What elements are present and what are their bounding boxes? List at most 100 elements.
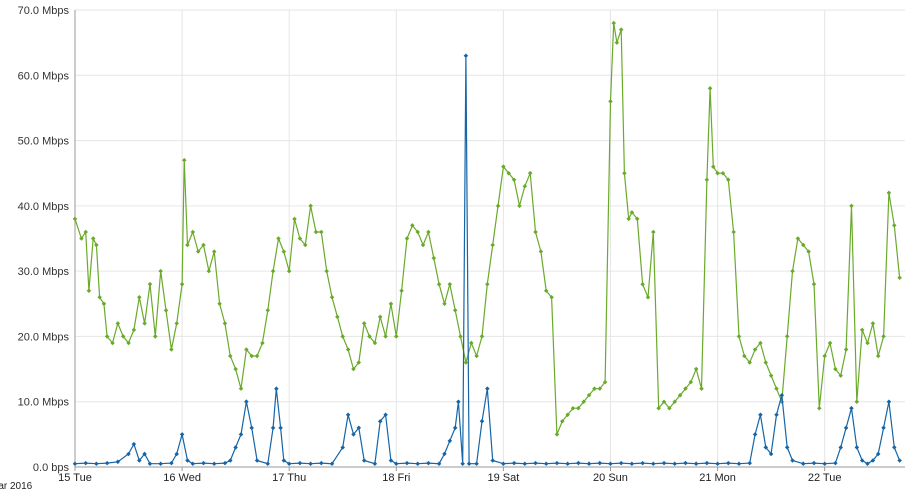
data-point xyxy=(436,281,442,287)
data-point xyxy=(147,461,153,466)
data-point xyxy=(181,157,187,163)
data-point xyxy=(447,438,453,444)
data-point xyxy=(244,347,249,352)
data-point xyxy=(881,334,886,339)
data-point xyxy=(533,229,538,235)
data-point xyxy=(415,461,420,466)
data-point xyxy=(469,340,474,346)
data-point xyxy=(597,386,603,391)
data-point xyxy=(126,451,131,457)
data-point xyxy=(656,405,661,411)
data-point xyxy=(622,170,627,176)
data-point xyxy=(377,314,383,320)
x-tick-label: 16 Wed xyxy=(163,472,201,484)
data-point xyxy=(211,461,217,467)
data-point xyxy=(329,461,335,467)
data-point xyxy=(870,458,876,463)
data-point xyxy=(495,203,501,209)
data-point xyxy=(763,445,769,450)
data-point xyxy=(849,203,854,209)
data-point xyxy=(522,461,528,466)
data-point xyxy=(618,460,624,466)
data-point xyxy=(190,461,196,466)
data-point xyxy=(431,255,437,261)
data-point xyxy=(892,445,897,450)
data-point xyxy=(206,268,212,274)
data-point xyxy=(870,321,876,326)
data-point xyxy=(270,425,276,431)
data-point xyxy=(865,340,870,346)
data-point xyxy=(474,353,479,359)
y-tick-label: 20.0 Mbps xyxy=(18,331,70,343)
data-point xyxy=(460,461,465,466)
data-point xyxy=(886,190,892,196)
series-1 xyxy=(72,53,902,467)
data-point xyxy=(94,242,99,248)
x-tick-label: 19 Sat xyxy=(487,472,519,484)
data-point xyxy=(565,461,570,467)
y-tick-label: 30.0 Mbps xyxy=(18,266,70,278)
x-tick-label: 15 Tue xyxy=(58,472,92,484)
data-point xyxy=(211,249,217,254)
data-point xyxy=(329,295,335,300)
data-point xyxy=(110,340,115,346)
data-point xyxy=(238,386,244,391)
data-point xyxy=(875,451,881,457)
data-point xyxy=(683,386,688,391)
data-point xyxy=(351,432,356,437)
y-tick-label: 10.0 Mbps xyxy=(18,397,70,409)
x-tick-label: 17 Thu xyxy=(272,472,306,484)
data-point xyxy=(345,412,351,418)
data-point xyxy=(693,461,699,466)
data-point xyxy=(367,334,372,339)
data-point xyxy=(452,425,458,431)
data-point xyxy=(228,353,233,359)
data-point xyxy=(278,425,283,431)
data-point xyxy=(554,432,560,437)
data-point xyxy=(265,461,271,466)
data-point xyxy=(361,321,367,326)
series-line xyxy=(74,23,901,435)
data-point xyxy=(707,86,713,91)
data-point xyxy=(442,451,447,457)
data-point xyxy=(72,461,78,466)
data-point xyxy=(501,164,506,169)
data-point xyxy=(254,353,260,359)
data-point xyxy=(626,216,631,222)
data-point xyxy=(693,366,699,372)
data-point xyxy=(640,281,645,287)
data-point xyxy=(254,458,260,463)
data-point xyxy=(260,340,265,346)
data-point xyxy=(608,461,613,466)
data-point xyxy=(822,461,827,466)
data-point xyxy=(704,460,710,466)
data-point xyxy=(736,334,742,339)
data-point xyxy=(790,268,795,274)
data-point xyxy=(292,216,297,222)
data-point xyxy=(543,288,549,294)
data-point xyxy=(827,340,833,346)
data-point xyxy=(597,460,603,466)
data-point xyxy=(651,461,656,467)
data-point xyxy=(142,321,147,326)
data-point xyxy=(822,353,827,359)
data-point xyxy=(715,170,720,176)
data-point xyxy=(420,242,426,248)
data-point xyxy=(388,301,394,307)
data-point xyxy=(833,366,838,372)
data-point xyxy=(169,347,174,352)
data-point xyxy=(843,425,849,431)
data-point xyxy=(490,458,495,463)
data-point xyxy=(672,461,677,467)
data-point xyxy=(456,399,461,404)
data-point xyxy=(158,461,163,466)
data-point xyxy=(233,366,238,372)
data-point xyxy=(340,334,345,339)
data-point xyxy=(543,461,549,467)
data-point xyxy=(297,460,303,466)
data-point xyxy=(158,268,163,274)
data-point xyxy=(79,236,84,241)
data-point xyxy=(426,229,431,235)
data-point xyxy=(726,460,731,466)
data-point xyxy=(217,301,222,307)
